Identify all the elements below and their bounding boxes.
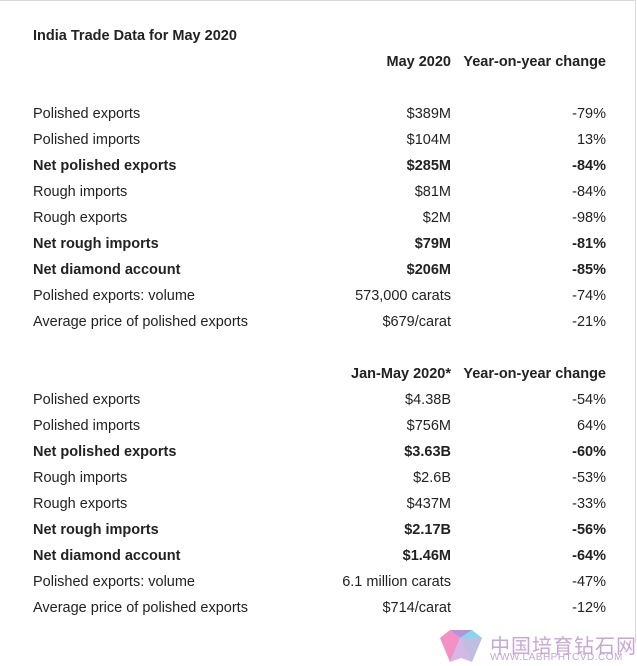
row-value: $2.6B [413,470,451,486]
row-value: $389M [406,106,451,122]
row-label: Net diamond account [33,262,181,278]
row-label: Rough imports [33,184,128,200]
table-row: Average price of polished exports $714/ca… [0,595,637,621]
row-change: -74% [572,288,606,304]
row-change: -54% [572,392,606,408]
row-value: $756M [406,418,451,434]
table-frame [0,0,636,643]
row-value: $2M [422,210,451,226]
table-row: Rough exports $437M -33% [0,491,637,517]
row-change: -53% [572,470,606,486]
section-header: May 2020 Year-on-year change [0,49,637,75]
row-change: -33% [572,496,606,512]
row-change: -98% [572,210,606,226]
watermark-url: WWW.LABHPHTCVD.COM [490,652,623,663]
row-label: Average price of polished exports [33,314,248,330]
table-row: Net polished exports $285M -84% [0,153,637,179]
row-label: Net polished exports [33,444,177,460]
table-row: Rough imports $2.6B -53% [0,465,637,491]
column-header-value: May 2020 [386,54,452,70]
table-row: Polished imports $756M 64% [0,413,637,439]
watermark-text: 中国培育钻石网 [490,636,637,658]
row-label: Polished imports [33,418,141,434]
row-value: 573,000 carats [355,288,451,304]
row-label: Net rough imports [33,522,159,538]
row-change: -60% [572,444,606,460]
table-row: Polished exports: volume 573,000 carats -7… [0,283,637,309]
row-value: $1.46M [402,548,451,564]
row-label: Polished imports [33,132,141,148]
row-label: Rough exports [33,496,128,512]
row-value: $3.63B [404,444,451,460]
row-label: Polished exports [33,106,141,122]
row-value: $2.17B [404,522,451,538]
table-row: Polished imports $104M 13% [0,127,637,153]
row-label: Rough imports [33,470,128,486]
row-label: Polished exports [33,392,141,408]
column-header-value: Jan-May 2020* [351,366,451,382]
row-value: $285M [406,158,451,174]
watermark: 中国培育钻石网 WWW.LABHPHTCVD.COM [438,626,637,666]
table-row: Net polished exports $3.63B -60% [0,439,637,465]
row-change: -81% [572,236,606,252]
table-row: Polished exports: volume 6.1 million cara… [0,569,637,595]
column-header-change: Year-on-year change [463,366,606,382]
row-label: Net rough imports [33,236,159,252]
row-change: 64% [576,418,606,434]
row-value: $104M [406,132,451,148]
table-row: Net diamond account $206M -85% [0,257,637,283]
table-title: India Trade Data for May 2020 [33,28,237,44]
section-may-2020: May 2020 Year-on-year change Polished ex… [0,49,637,335]
row-value: 6.1 million carats [342,574,451,590]
row-change: -84% [572,158,606,174]
row-value: $714/carat [382,600,451,616]
table-row: Polished exports $4.38B -54% [0,387,637,413]
row-label: Net polished exports [33,158,177,174]
row-change: -84% [572,184,606,200]
row-change: -79% [572,106,606,122]
row-value: $206M [406,262,451,278]
row-value: $4.38B [405,392,451,408]
row-label: Average price of polished exports [33,600,248,616]
table-row: Average price of polished exports $679/ca… [0,309,637,335]
table-row: Rough imports $81M -84% [0,179,637,205]
row-change: -47% [572,574,606,590]
table-row: Net rough imports $79M -81% [0,231,637,257]
table-row: Net diamond account $1.46M -64% [0,543,637,569]
diamond-logo-icon [440,630,482,662]
table-row: Net rough imports $2.17B -56% [0,517,637,543]
row-change: -21% [572,314,606,330]
row-label: Polished exports: volume [33,288,195,304]
section-rows: Polished exports $4.38B -54% Polished impor… [0,387,637,621]
row-change: -85% [572,262,606,278]
table-row: Polished exports $389M -79% [0,101,637,127]
row-value: $79M [414,236,451,252]
row-change: 13% [576,132,606,148]
table-row: Rough exports $2M -98% [0,205,637,231]
section-header: Jan-May 2020* Year-on-year change [0,361,637,387]
row-value: $81M [414,184,451,200]
section-jan-may-2020: Jan-May 2020* Year-on-year change Polish… [0,361,637,621]
column-header-change: Year-on-year change [463,54,606,70]
row-label: Net diamond account [33,548,181,564]
row-change: -56% [572,522,606,538]
row-label: Polished exports: volume [33,574,195,590]
row-change: -12% [572,600,606,616]
row-value: $679/carat [382,314,451,330]
row-label: Rough exports [33,210,128,226]
row-value: $437M [406,496,451,512]
section-rows: Polished exports $389M -79% Polished import… [0,101,637,335]
row-change: -64% [572,548,606,564]
